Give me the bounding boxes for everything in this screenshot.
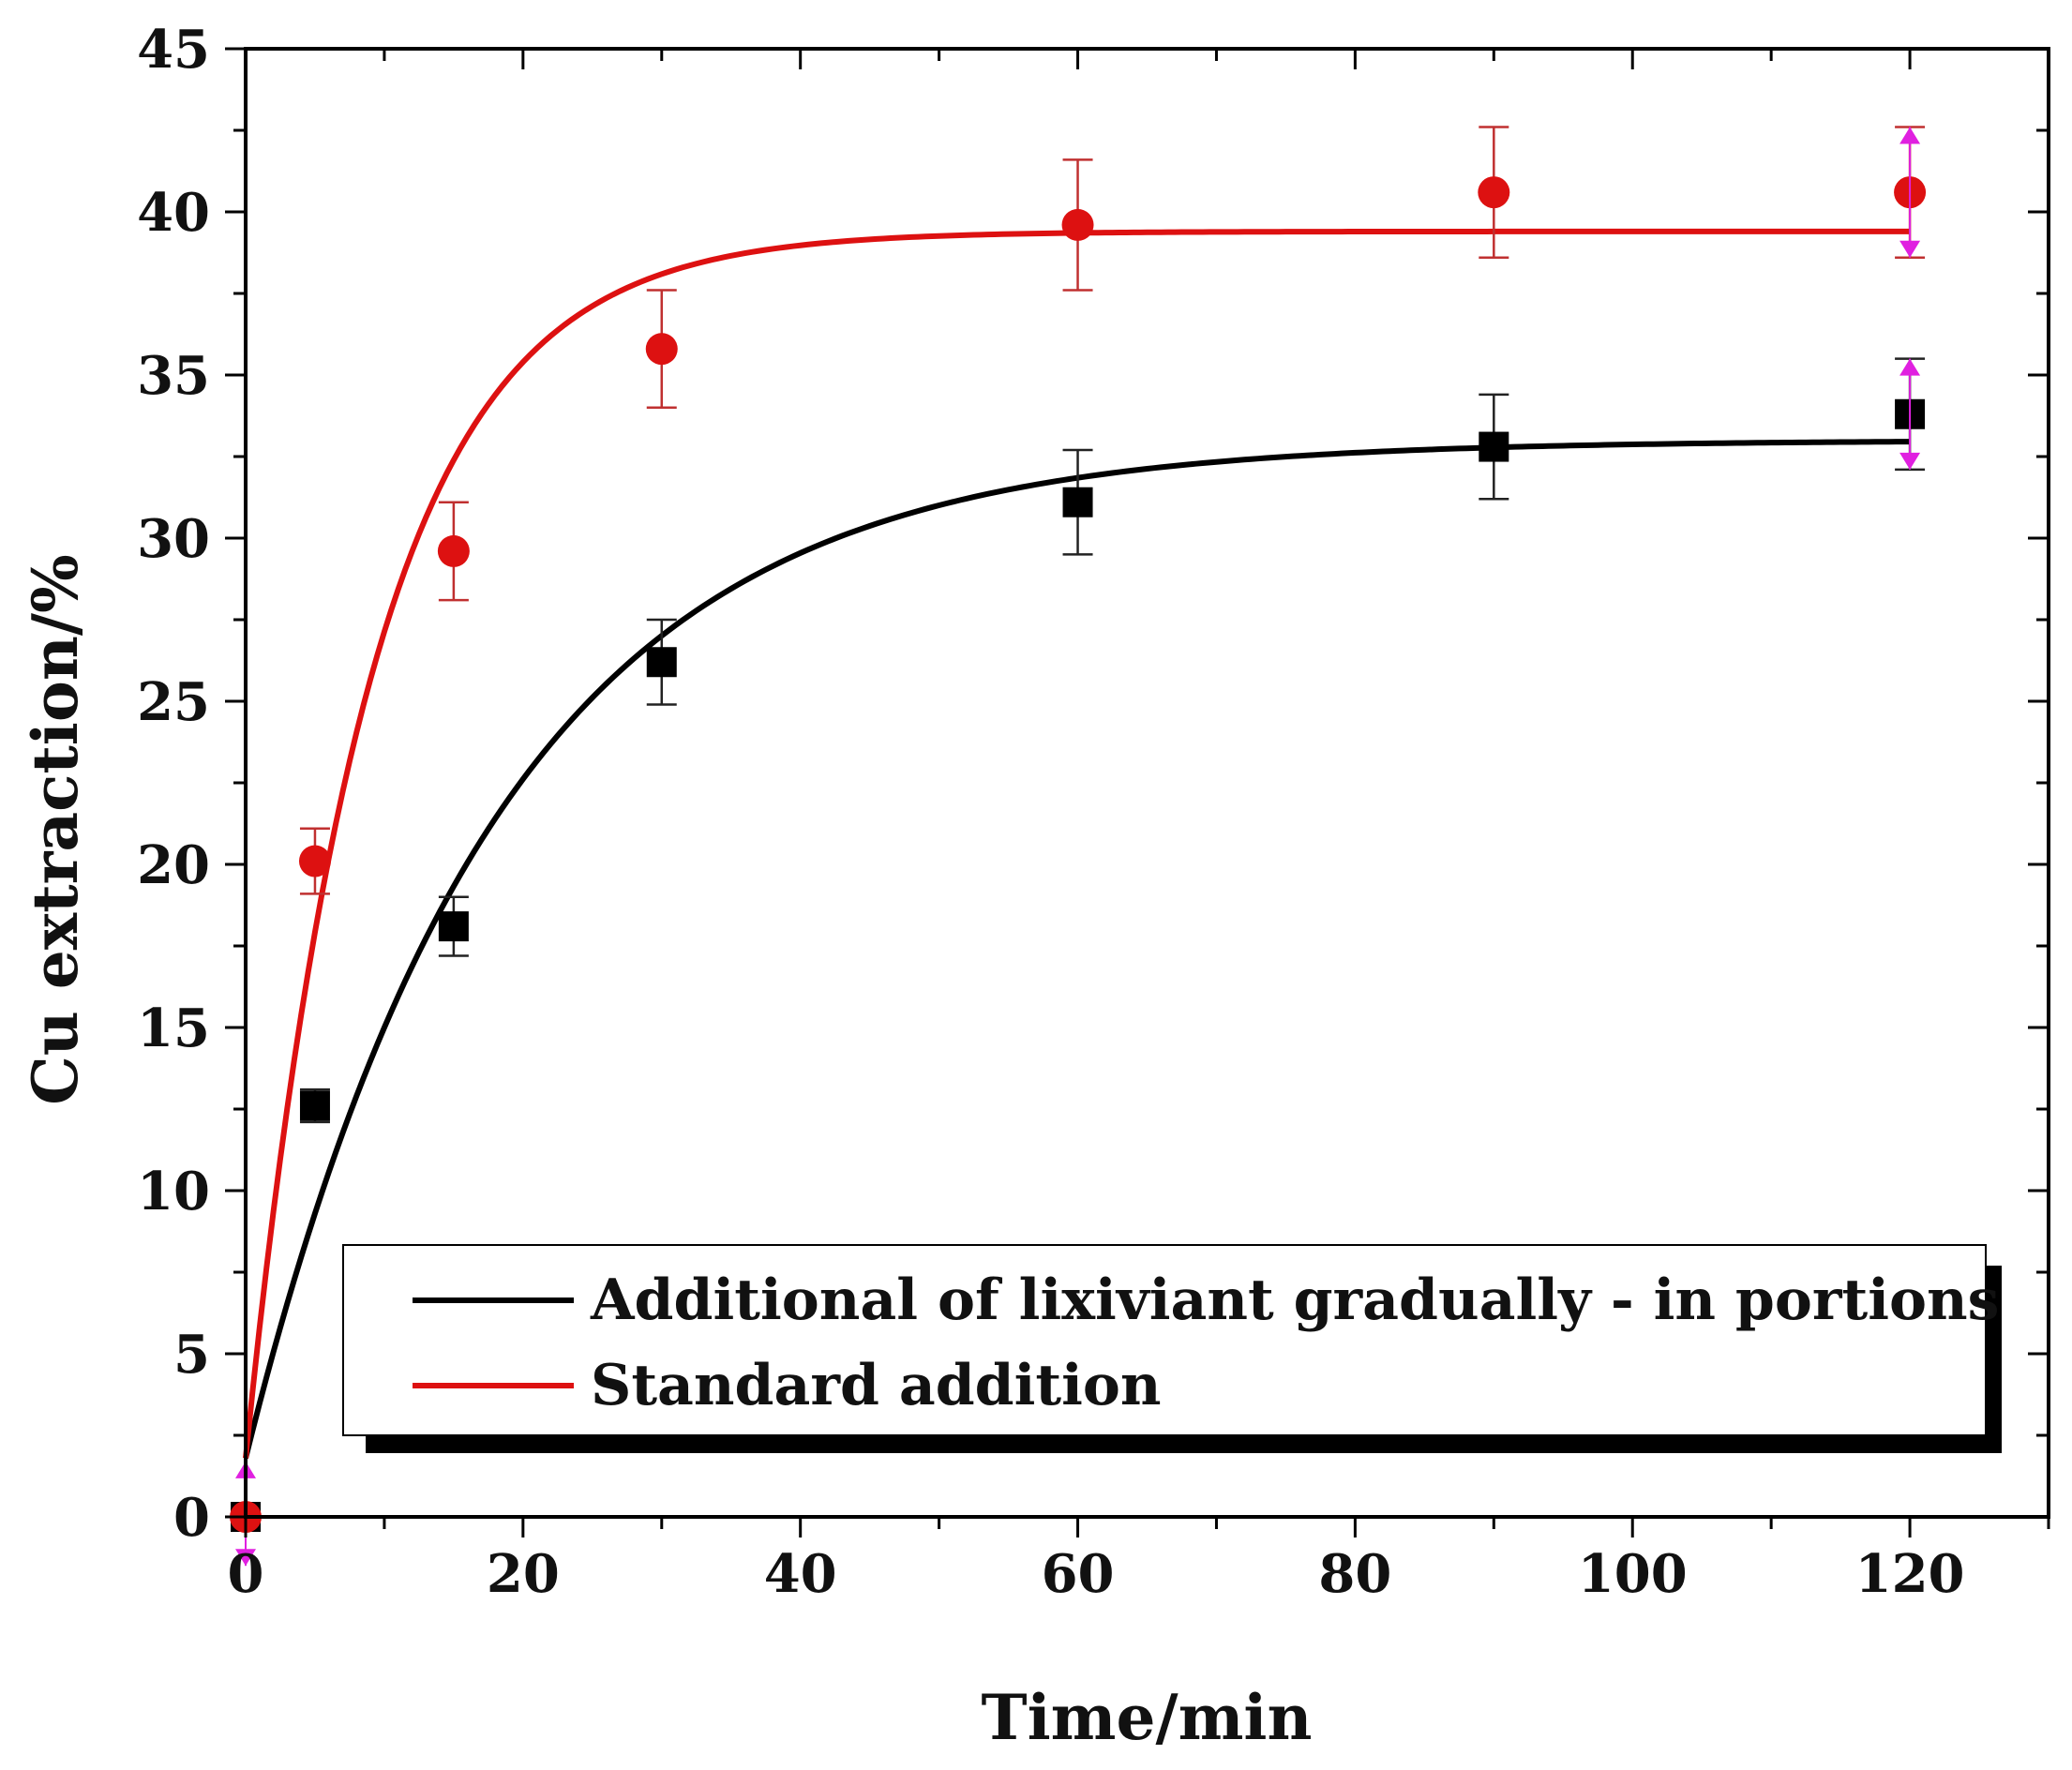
data-point-series-2 xyxy=(1478,176,1510,209)
data-point-series-1 xyxy=(1479,431,1509,462)
data-point-series-1 xyxy=(646,647,677,678)
y-tick-label: 40 xyxy=(137,182,210,244)
y-tick-label: 5 xyxy=(173,1324,210,1386)
y-tick-label: 25 xyxy=(137,671,210,733)
highlight-arrow-down xyxy=(1899,240,1921,258)
y-tick-label: 30 xyxy=(137,508,210,570)
legend-label-series-1: Additional of lixiviant gradually - in p… xyxy=(590,1268,1999,1333)
data-point-series-1 xyxy=(1062,487,1093,518)
error-bars xyxy=(299,126,1926,1124)
legend-box xyxy=(342,1244,1987,1436)
data-point-series-1 xyxy=(299,1090,330,1121)
x-axis-title: Time/min xyxy=(981,1681,1312,1754)
y-tick-label: 35 xyxy=(137,345,210,407)
x-tick-label: 80 xyxy=(1318,1543,1391,1605)
data-point-series-2 xyxy=(1061,208,1094,241)
y-tick-label: 45 xyxy=(137,19,210,81)
axes xyxy=(225,47,2050,1538)
y-tick-label: 20 xyxy=(137,834,210,896)
y-axis-title: Cu extraction/% xyxy=(19,554,92,1104)
highlight-arrow-down xyxy=(1899,452,1921,470)
highlight-arrow-up xyxy=(1899,358,1921,376)
x-tick-label: 120 xyxy=(1855,1543,1965,1605)
y-tick-label: 15 xyxy=(137,998,210,1059)
data-point-series-2 xyxy=(645,333,678,366)
x-tick-label: 20 xyxy=(487,1543,560,1605)
data-markers xyxy=(230,127,1927,1567)
x-tick-label: 40 xyxy=(764,1543,837,1605)
data-point-series-1 xyxy=(438,911,469,942)
x-tick-label: 60 xyxy=(1042,1543,1115,1605)
tick-labels: 0 20 40 60 80 100 120 0 5 10 15 20 25 30 35 40 45 xyxy=(137,19,1964,1605)
x-tick-label: 0 xyxy=(228,1543,264,1605)
data-point-series-2 xyxy=(298,845,331,878)
y-tick-label: 10 xyxy=(137,1161,210,1222)
highlight-arrow-up xyxy=(1899,127,1921,144)
origin-arrow-down xyxy=(235,1549,256,1567)
legend: Additional of lixiviant gradually - in p… xyxy=(342,1244,2002,1453)
x-tick-label: 100 xyxy=(1578,1543,1688,1605)
legend-label-series-2: Standard addition xyxy=(591,1353,1162,1418)
data-point-series-2 xyxy=(437,534,470,567)
y-tick-label: 0 xyxy=(173,1487,210,1549)
